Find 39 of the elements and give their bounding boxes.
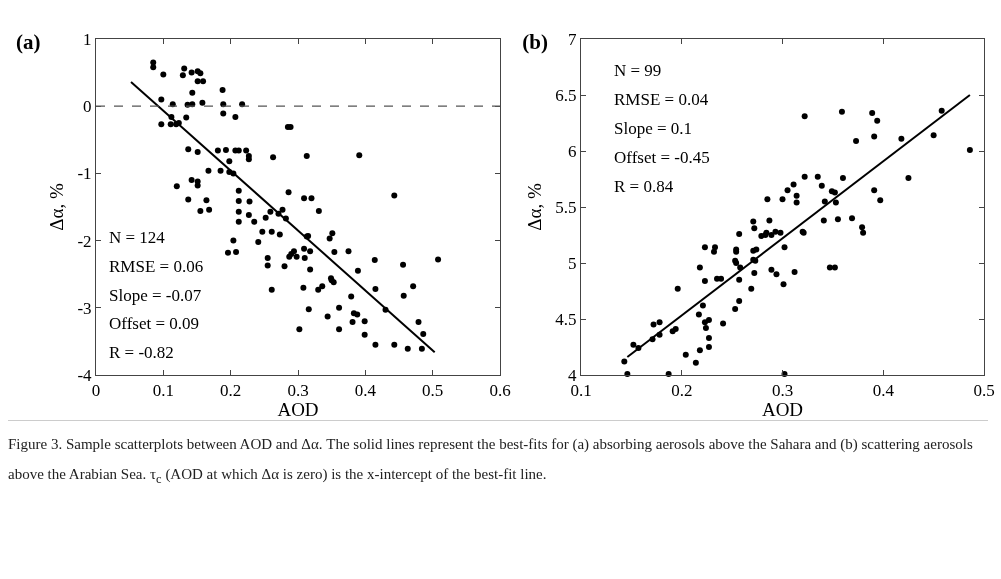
x-axis-title: AOD [761,399,804,420]
y-tick-label: -1 [77,164,92,184]
caption: Figure 3. Sample scatterplots between AOD and Δα. The solid lines represent the best-fits for (a) absorbing aerosols above the Sahara and (b) scattering aerosols above the Arabian Sea. τ$_{c}$ (AOD at which Δα is zero) is the x-intercept of the best-fit line. [8,420,988,494]
annotation: Offset = 0.09 [109,314,200,333]
x-tick-label: 0.3 [771,381,794,401]
x-tick-label: 0.1 [152,381,174,401]
y-axis-title: Δα, % [524,183,546,231]
x-tick-label: 0.6 [489,381,511,401]
y-tick-label: -3 [77,298,92,318]
x-tick-label: 0.5 [422,381,444,401]
y-tick-label: 7 [568,29,578,49]
x-tick-label: 0.3 [287,381,309,401]
y-tick-label: 6 [568,141,577,161]
annotation: R = 0.84 [614,177,674,196]
y-tick-label: 5.5 [555,197,577,217]
y-tick-label: 1 [83,29,92,49]
chart-title: (a) [15,30,41,55]
x-tick-label: 0.4 [872,381,895,401]
annotation: Offset = -0.45 [614,148,710,167]
x-tick-label: 0.2 [671,381,693,401]
annotation: N = 99 [614,61,662,80]
y-tick-label: -2 [77,231,92,251]
x-tick-label: 0.5 [973,381,995,401]
y-tick-label: -4 [77,365,93,385]
chart-title: (b) [522,30,548,55]
annotation: RMSE = 0.04 [614,90,709,109]
y-axis-title: Δα, % [46,183,68,231]
y-tick-label: 0 [83,97,92,117]
annotation: R = -0.82 [109,343,174,362]
y-tick-label: 4.5 [555,309,577,329]
y-tick-label: 5 [568,253,577,273]
annotation: RMSE = 0.06 [109,257,204,276]
annotation: N = 124 [109,228,166,247]
y-tick-label: 6.5 [555,85,577,105]
x-axis-title: AOD [277,399,319,420]
annotation: Slope = 0.1 [614,119,693,138]
x-tick-label: 0.4 [354,381,377,401]
annotation: Slope = -0.07 [109,286,202,305]
x-tick-label: 0.2 [220,381,242,401]
